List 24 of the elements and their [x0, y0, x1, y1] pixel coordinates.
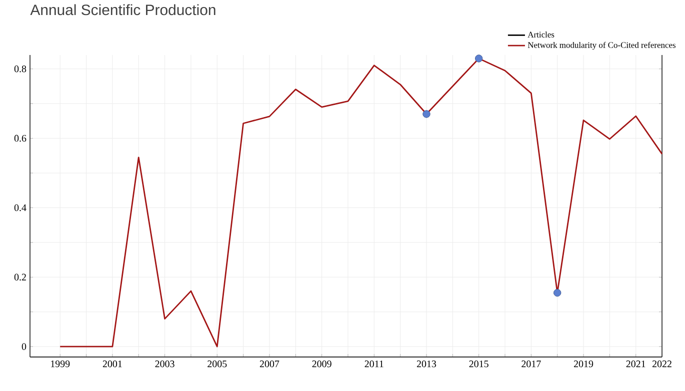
x-tick-label: 2009	[312, 360, 332, 368]
x-tick-label: 2011	[364, 360, 384, 368]
x-tick-label: 2005	[208, 360, 227, 368]
y-tick-label: 0.8	[14, 66, 26, 72]
x-tick-label: 2022	[652, 360, 672, 368]
x-tick-label: 2019	[574, 360, 594, 368]
x-tick-label: 2013	[416, 360, 436, 368]
y-tick-label: 0	[22, 343, 26, 350]
point	[422, 110, 430, 118]
y-tick-label: 0.2	[14, 274, 26, 281]
x-tick-label: 1999	[51, 360, 70, 368]
legend-label: Network modularity of Co-Cited references	[528, 42, 676, 50]
point	[553, 288, 562, 297]
x-tick-label: 2007	[260, 360, 280, 368]
x-tick-label: 2001	[102, 360, 122, 368]
y-tick-label: 0.4	[14, 204, 26, 212]
x-tick-label: 2003	[155, 360, 174, 368]
chart-title: Annual Scientific Production	[30, 4, 216, 16]
x-tick-label: 2021	[626, 360, 646, 368]
legend-label: Articles	[528, 31, 554, 38]
x-tick-label: 2015	[469, 360, 488, 368]
point	[474, 54, 483, 62]
y-tick-label: 0.6	[14, 134, 26, 142]
x-tick-label: 2017	[522, 360, 541, 368]
